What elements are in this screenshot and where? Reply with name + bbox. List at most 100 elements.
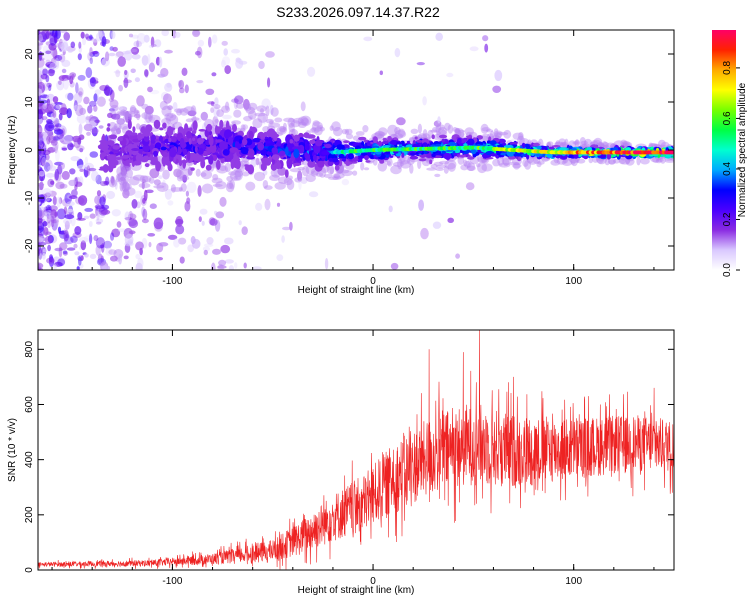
spectrogram-noise-cell [167, 105, 173, 111]
spectrogram-halo-cell [554, 141, 567, 146]
spectrogram-noise-cell [38, 262, 44, 270]
spectrogram-halo-cell [210, 107, 215, 113]
spectrogram-noise-cell [105, 51, 110, 62]
spectrogram-halo-cell [454, 128, 461, 134]
spectrogram-noise-cell [199, 208, 208, 215]
spectrogram-noise-cell [276, 202, 281, 207]
spectrogram-halo-cell [289, 168, 302, 173]
spectrogram-halo-cell [132, 174, 145, 181]
spectrogram-halo-cell [301, 165, 310, 177]
spectrogram-signal-cell [334, 165, 340, 171]
spectrogram-halo-cell [481, 159, 486, 163]
spectrogram-halo-cell [233, 168, 245, 173]
spectrogram-halo-cell [447, 124, 454, 134]
spectrogram-noise-cell [162, 179, 166, 191]
spectrogram-halo-cell [265, 118, 275, 124]
spectrogram-signal-cell [144, 163, 150, 168]
spectrogram-noise-cell [435, 32, 444, 41]
spectrogram-signal-cell [158, 135, 163, 142]
spectrogram-noise-cell [73, 243, 78, 249]
spectrogram-halo-cell [432, 126, 441, 133]
spectrogram-noise-cell [73, 105, 80, 111]
spectrogram-noise-cell [61, 170, 70, 180]
spectrogram-noise-cell [190, 236, 196, 245]
spectrogram-noise-cell [38, 33, 43, 43]
spectrogram-noise-cell [205, 88, 215, 96]
spectrogram-noise-cell [96, 209, 100, 221]
spectrogram-signal-cell [189, 127, 193, 132]
spectrogram-halo-cell [374, 131, 386, 137]
spectrogram-noise-cell [85, 67, 93, 79]
spectrogram-halo-cell [142, 175, 152, 183]
spectrogram-noise-cell [289, 221, 293, 231]
spectrogram-signal-cell [336, 144, 345, 150]
spectrogram-noise-cell [282, 226, 291, 231]
spectrogram-signal-cell [293, 162, 302, 166]
spectrogram-halo-cell [323, 174, 333, 178]
spectrogram-noise-cell [184, 84, 189, 94]
spectrogram-noise-cell [212, 115, 219, 127]
spectrogram-halo-cell [409, 163, 414, 174]
spectrogram-signal-cell [137, 132, 142, 141]
spectrogram-halo-cell [300, 115, 312, 127]
spectrogram-signal-cell [186, 151, 191, 161]
spectrogram-halo-cell [417, 134, 423, 139]
spectrogram-halo-cell [658, 139, 666, 148]
spectrogram-noise-cell [379, 70, 383, 76]
spectrogram-signal-cell [355, 152, 362, 156]
spectrogram-halo-cell [592, 156, 599, 163]
spectrogram-halo-cell [378, 127, 388, 137]
spectrogram-noise-cell [167, 200, 174, 206]
spectrogram-signal-cell [275, 162, 282, 170]
spectrogram-noise-cell [206, 237, 214, 245]
spectrogram-noise-cell [68, 179, 77, 187]
spectrogram-halo-cell [279, 127, 286, 133]
spectrogram-noise-cell [215, 211, 225, 219]
spectrogram-halo-cell [226, 175, 234, 182]
spectrogram-halo-cell [622, 142, 629, 146]
spectrogram-halo-cell [221, 105, 231, 113]
spectrogram-noise-cell [84, 156, 89, 165]
spectrogram-noise-cell [96, 190, 102, 197]
spectrogram-noise-cell [45, 204, 52, 214]
spectrogram-halo-cell [550, 159, 561, 166]
spectrogram-noise-cell [234, 168, 243, 181]
spectrogram-halo-cell [287, 175, 293, 180]
spectrogram-signal-cell [142, 128, 151, 137]
spectrogram-halo-cell [233, 175, 238, 180]
spectrogram-halo-cell [190, 105, 197, 115]
spectrogram-noise-cell [95, 237, 105, 249]
spectrogram-signal-cell [555, 155, 562, 159]
spectrogram-noise-cell [231, 48, 240, 54]
spectrogram-noise-cell [61, 59, 71, 67]
spectrogram-noise-cell [42, 249, 48, 253]
spectrogram-noise-cell [124, 111, 129, 121]
spectrogram-halo-cell [297, 116, 309, 126]
spectrogram-noise-cell [222, 114, 232, 120]
spectrogram-halo-cell [331, 121, 341, 132]
spectrogram-halo-cell [179, 168, 192, 177]
spectrogram-noise-cell [86, 131, 91, 136]
spectrogram-noise-cell [64, 220, 70, 230]
spectrogram-signal-cell [128, 149, 133, 156]
spectrogram-noise-cell [74, 226, 82, 235]
spectrogram-noise-cell [116, 127, 121, 135]
spectrogram-signal-cell [267, 128, 276, 138]
spectrogram-noise-cell [71, 189, 78, 197]
spectrogram-halo-cell [115, 173, 120, 183]
spectrogram-noise-cell [93, 93, 98, 102]
spectrogram-noise-cell [48, 124, 54, 129]
spectrogram-halo-cell [625, 157, 635, 166]
spectrogram-noise-cell [109, 99, 119, 109]
spectrogram-noise-cell [135, 262, 143, 270]
spectrogram-halo-cell [457, 132, 465, 137]
spectrogram-halo-cell [256, 105, 267, 112]
spectrogram-noise-cell [186, 197, 191, 205]
spectrogram-halo-cell [243, 103, 252, 112]
spectrogram-noise-cell [187, 244, 195, 253]
spectrogram-halo-cell [110, 126, 121, 135]
spectrogram-noise-cell [158, 242, 169, 247]
spectrogram-halo-cell [346, 128, 353, 135]
spectrogram-halo-cell [355, 131, 365, 136]
spectrogram-noise-cell [45, 197, 52, 203]
